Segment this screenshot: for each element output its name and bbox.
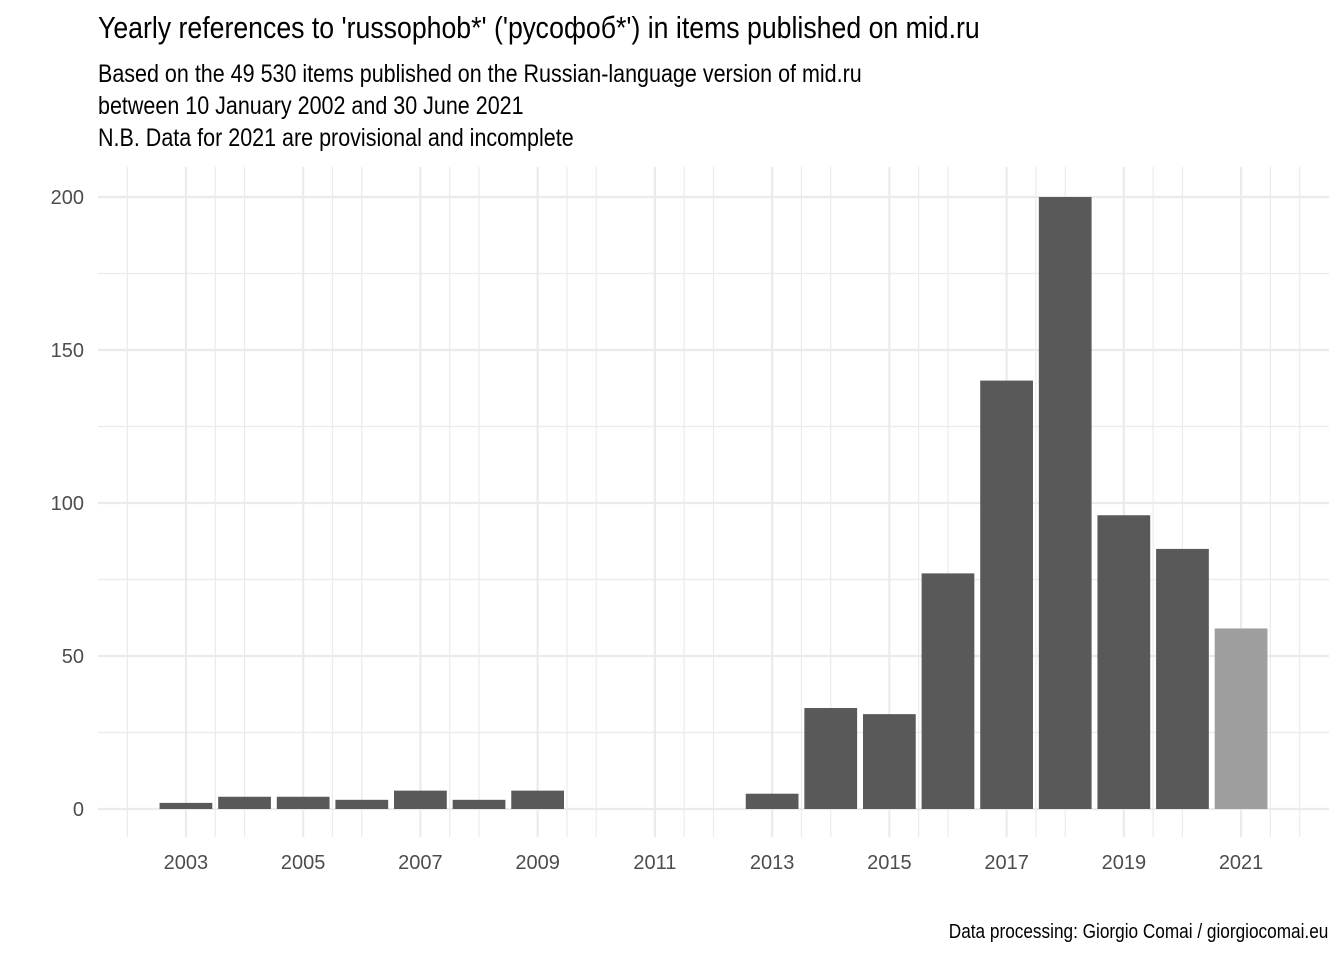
y-tick-label: 50	[62, 646, 84, 668]
y-tick-label: 200	[51, 187, 84, 209]
x-tick-label: 2011	[633, 852, 676, 874]
bar-2003	[159, 802, 213, 809]
x-tick-label: 2005	[281, 852, 326, 874]
bar-2013	[745, 793, 799, 809]
x-tick-label: 2013	[750, 852, 795, 874]
x-axis-tick-labels: 2003 2005 2007 2009 2011 2013 2015 2017 2019 2021	[164, 852, 1264, 874]
x-tick-label: 2017	[984, 852, 1029, 874]
x-tick-label: 2021	[1219, 852, 1264, 874]
y-tick-label: 0	[73, 799, 84, 821]
y-tick-label: 100	[51, 493, 84, 515]
bar-2019	[1097, 515, 1151, 809]
bars	[159, 197, 1268, 809]
x-tick-label: 2003	[164, 852, 209, 874]
bar-2016	[921, 573, 975, 809]
x-tick-label: 2007	[398, 852, 443, 874]
y-tick-label: 150	[51, 340, 84, 362]
subtitle-line-1: Based on the 49 530 items published on t…	[98, 60, 862, 88]
x-tick-label: 2015	[867, 852, 912, 874]
x-tick-label: 2019	[1102, 852, 1147, 874]
bar-2015	[862, 714, 916, 809]
chart-caption: Data processing: Giorgio Comai / giorgio…	[948, 921, 1328, 943]
x-tick-label: 2009	[515, 852, 560, 874]
chart-title: Yearly references to 'russophob*' ('русо…	[98, 10, 980, 45]
bar-2018	[1038, 197, 1092, 809]
bar-2009	[511, 790, 565, 809]
bar-2007	[394, 790, 447, 809]
bar-2005	[276, 796, 330, 809]
bar-2004	[218, 796, 271, 809]
bar-2020	[1156, 548, 1209, 809]
bar-2017	[980, 380, 1033, 809]
chart-subtitle: Based on the 49 530 items published on t…	[98, 58, 862, 154]
bar-2006	[335, 799, 389, 809]
subtitle-line-2: between 10 January 2002 and 30 June 2021	[98, 92, 524, 120]
bar-2014	[804, 708, 858, 809]
bar-2021	[1214, 628, 1268, 809]
bar-2008	[452, 799, 506, 809]
subtitle-line-3: N.B. Data for 2021 are provisional and i…	[98, 124, 574, 152]
y-axis-tick-labels: 0 50 100 150 200	[51, 187, 84, 821]
